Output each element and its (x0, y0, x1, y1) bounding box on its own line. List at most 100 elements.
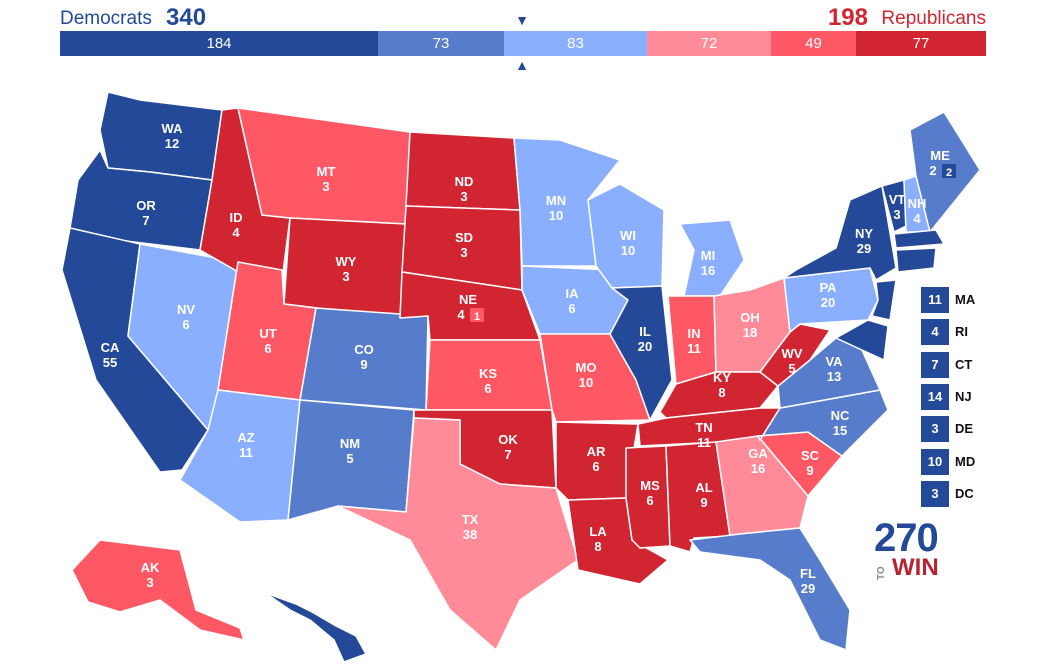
state-ev-la: 8 (594, 539, 601, 554)
state-ev-tn: 11 (697, 435, 711, 450)
state-label-ga: GA (748, 446, 768, 461)
state-ev-sd: 3 (460, 245, 467, 260)
democrats-total: 340 (166, 4, 207, 31)
midpoint-up-arrow-icon: ▲ (515, 57, 529, 73)
state-label-vt: VT (889, 192, 906, 207)
state-label-ok: OK (498, 432, 518, 447)
state-label-ky: KY (713, 370, 731, 385)
state-ct-ri[interactable] (895, 247, 937, 273)
state-label-wi: WI (620, 228, 636, 243)
state-ev-ar: 6 (592, 459, 599, 474)
state-ny[interactable] (783, 185, 897, 281)
small-state-ev: 3 (921, 416, 949, 443)
bar-segment-safe-rep: 77 (856, 31, 986, 56)
state-ev-ak: 3 (146, 575, 153, 590)
small-state-ev: 7 (921, 351, 949, 378)
state-ev-me: 2 (929, 163, 936, 178)
small-state-de[interactable]: 3 DE (921, 416, 1001, 443)
state-label-il: IL (639, 324, 651, 339)
state-label-ar: AR (587, 444, 606, 459)
small-state-abbr: MA (955, 292, 976, 307)
state-fl[interactable] (689, 527, 851, 651)
state-ev-ga: 16 (751, 461, 765, 476)
state-ev-co: 9 (360, 357, 367, 372)
state-ev-ca: 55 (103, 355, 117, 370)
state-ev-ks: 6 (484, 381, 491, 396)
small-state-abbr: NJ (955, 388, 972, 404)
state-ev-hi: 4 (318, 649, 326, 664)
state-label-fl: FL (800, 566, 816, 581)
logo-to: TO (876, 566, 887, 580)
state-ev-pa: 20 (821, 295, 835, 310)
state-label-ak: AK (141, 560, 160, 575)
republicans-total: 198 (827, 4, 868, 31)
state-label-nh: NH (908, 196, 927, 211)
bar-segment-likely-rep: 49 (771, 31, 856, 56)
small-state-md[interactable]: 10 MD (921, 448, 1001, 475)
state-ev-vt: 3 (893, 207, 900, 222)
state-ev-wa: 12 (165, 136, 179, 151)
state-ma[interactable] (893, 229, 945, 249)
state-label-ut: UT (259, 326, 276, 341)
small-state-dc[interactable]: 3 DC (921, 480, 1001, 507)
state-label-me: ME (930, 148, 950, 163)
state-label-mt: MT (317, 164, 336, 179)
state-label-ia: IA (566, 286, 580, 301)
state-label-ny: NY (855, 226, 873, 241)
state-ev-wv: 5 (788, 361, 795, 376)
state-label-tx: TX (462, 512, 479, 527)
state-label-tn: TN (695, 420, 712, 435)
state-label-wv: WV (782, 346, 803, 361)
state-hi[interactable] (263, 591, 367, 663)
state-de-md[interactable] (835, 319, 889, 361)
state-ev-nd: 3 (460, 189, 467, 204)
state-ak[interactable] (71, 539, 245, 641)
state-ev-al: 9 (700, 495, 707, 510)
state-ev-nh: 4 (913, 211, 921, 226)
state-label-mo: MO (576, 360, 597, 375)
state-label-nm: NM (340, 436, 360, 451)
state-ev-wi: 10 (621, 243, 635, 258)
state-label-ms: MS (640, 478, 660, 493)
state-ev-sc: 9 (806, 463, 813, 478)
state-label-nv: NV (177, 302, 195, 317)
state-ev-oh: 18 (743, 325, 757, 340)
state-tx[interactable] (337, 417, 579, 651)
state-wa[interactable] (99, 91, 223, 181)
state-ev-ut: 6 (264, 341, 271, 356)
state-label-ks: KS (479, 366, 497, 381)
state-ev-mt: 3 (322, 179, 329, 194)
state-ev-id: 4 (232, 225, 240, 240)
state-ev-ia: 6 (568, 301, 575, 316)
state-il[interactable] (609, 285, 673, 421)
small-state-abbr: DC (955, 485, 974, 501)
small-state-nj[interactable]: 14 NJ (921, 383, 1001, 410)
small-state-ri[interactable]: 4 RI (921, 319, 1001, 346)
state-label-az: AZ (237, 430, 254, 445)
electoral-vote-bar: 184 73 83 72 49 77 (60, 31, 986, 56)
small-state-ma[interactable]: 11 MA (921, 287, 1001, 313)
totals-header: Democrats 340 198 Republicans (60, 4, 986, 32)
district-ev-me: 2 (946, 167, 952, 179)
state-label-hi: HI (316, 634, 329, 649)
small-state-ev: 10 (921, 448, 949, 475)
district-box-me[interactable] (942, 164, 956, 178)
state-ev-or: 7 (142, 213, 149, 228)
state-label-sd: SD (455, 230, 473, 245)
small-state-ct[interactable]: 7 CT (921, 351, 1001, 378)
state-label-co: CO (354, 342, 374, 357)
state-ev-ny: 29 (857, 241, 871, 256)
state-ev-az: 11 (239, 445, 253, 460)
state-ev-tx: 38 (463, 527, 477, 542)
state-label-ca: CA (101, 340, 120, 355)
state-ev-mi: 16 (701, 263, 715, 278)
state-nj[interactable] (871, 279, 897, 321)
district-box-ne[interactable] (470, 308, 484, 322)
state-ev-ok: 7 (504, 447, 511, 462)
state-ev-il: 20 (638, 339, 652, 354)
state-label-or: OR (136, 198, 156, 213)
small-state-ev: 14 (921, 383, 949, 410)
state-ev-ne: 4 (457, 307, 465, 322)
small-state-ev: 11 (921, 287, 949, 313)
small-state-abbr: RI (955, 324, 968, 340)
